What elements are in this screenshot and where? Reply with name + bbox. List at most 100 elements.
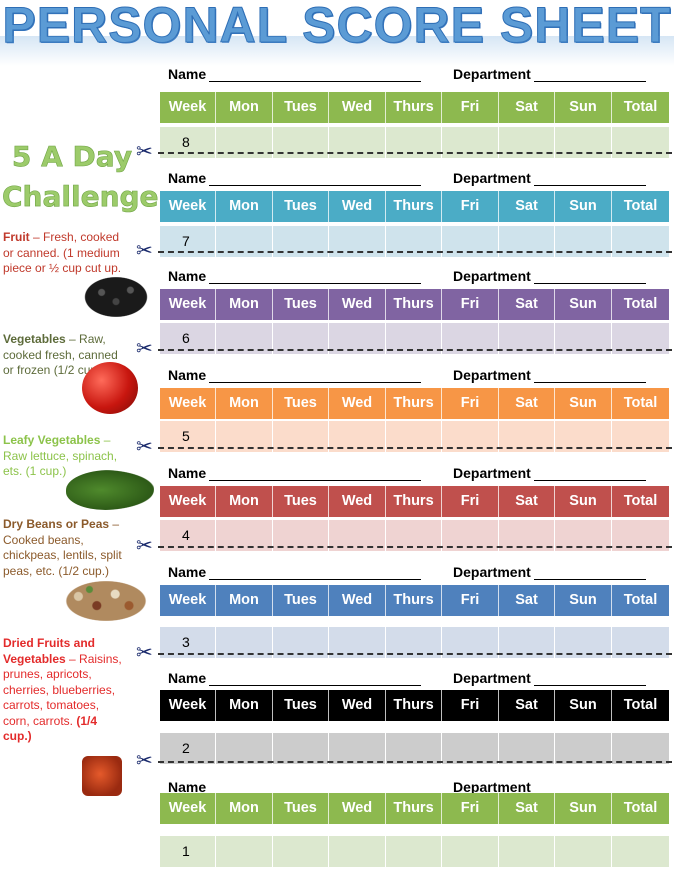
header-cell-total: Total <box>612 388 669 419</box>
score-cell-mon[interactable] <box>216 627 273 658</box>
score-cell-total[interactable] <box>612 421 669 452</box>
name-field[interactable] <box>209 68 422 82</box>
score-cell-fri[interactable] <box>442 323 499 354</box>
score-cell-fri[interactable] <box>442 836 499 867</box>
score-cell-sun[interactable] <box>555 836 612 867</box>
name-field[interactable] <box>209 566 422 580</box>
week-score-row: 4 <box>160 520 669 551</box>
score-cell-wed[interactable] <box>329 627 386 658</box>
score-cell-fri[interactable] <box>442 733 499 764</box>
score-cell-thurs[interactable] <box>386 520 442 551</box>
score-cell-tues[interactable] <box>273 323 329 354</box>
name-department-row: Name Department <box>168 670 668 688</box>
header-cell-sat: Sat <box>499 92 555 123</box>
score-cell-mon[interactable] <box>216 421 273 452</box>
score-cell-fri[interactable] <box>442 421 499 452</box>
score-cell-wed[interactable] <box>329 421 386 452</box>
name-label-text: Name <box>168 465 207 481</box>
scissors-icon: ✂ <box>136 750 153 772</box>
score-cell-total[interactable] <box>612 520 669 551</box>
score-cell-sun[interactable] <box>555 733 612 764</box>
scissors-icon: ✂ <box>136 535 153 557</box>
name-field[interactable] <box>209 270 422 284</box>
score-cell-total[interactable] <box>612 836 669 867</box>
score-cell-mon[interactable] <box>216 323 273 354</box>
header-cell-tues: Tues <box>273 191 329 222</box>
department-label-text: Department <box>453 268 531 284</box>
header-cell-mon: Mon <box>216 793 273 824</box>
department-field[interactable] <box>533 672 646 686</box>
week-header-row: Week Mon Tues Wed Thurs Fri Sat Sun Total <box>160 690 669 721</box>
department-label-text: Department <box>453 66 531 82</box>
score-cell-fri[interactable] <box>442 520 499 551</box>
name-field[interactable] <box>209 172 422 186</box>
name-department-row: Name Department <box>168 268 668 286</box>
header-cell-tues: Tues <box>273 388 329 419</box>
score-cell-thurs[interactable] <box>386 733 442 764</box>
score-cell-tues[interactable] <box>273 520 329 551</box>
score-cell-thurs[interactable] <box>386 421 442 452</box>
department-field[interactable] <box>533 566 646 580</box>
week-header-row: Week Mon Tues Wed Thurs Fri Sat Sun Total <box>160 388 669 419</box>
header-cell-wed: Wed <box>329 388 386 419</box>
score-cell-fri[interactable] <box>442 627 499 658</box>
score-cell-tues[interactable] <box>273 421 329 452</box>
week-score-row: 3 <box>160 627 669 658</box>
score-cell-sat[interactable] <box>499 733 555 764</box>
department-field[interactable] <box>533 369 646 383</box>
header-cell-week: Week <box>160 486 216 517</box>
name-field[interactable] <box>209 467 422 481</box>
score-cell-mon[interactable] <box>216 836 273 867</box>
score-cell-wed[interactable] <box>329 520 386 551</box>
score-cell-tues[interactable] <box>273 836 329 867</box>
score-cell-tues[interactable] <box>273 733 329 764</box>
score-cell-tues[interactable] <box>273 627 329 658</box>
header-cell-fri: Fri <box>442 191 499 222</box>
score-cell-wed[interactable] <box>329 733 386 764</box>
department-field[interactable] <box>533 467 646 481</box>
department-label: Department <box>453 66 646 82</box>
department-label-text: Department <box>453 170 531 186</box>
score-cell-sat[interactable] <box>499 627 555 658</box>
header-cell-thurs: Thurs <box>386 793 442 824</box>
blackberry-image <box>80 274 152 320</box>
score-cell-sun[interactable] <box>555 323 612 354</box>
name-label: Name <box>168 367 422 383</box>
score-cell-mon[interactable] <box>216 520 273 551</box>
score-cell-wed[interactable] <box>329 836 386 867</box>
score-cell-thurs[interactable] <box>386 836 442 867</box>
header-cell-sat: Sat <box>499 690 555 721</box>
dried-tomato-image <box>82 756 122 796</box>
score-cell-sat[interactable] <box>499 836 555 867</box>
header-cell-mon: Mon <box>216 289 273 320</box>
department-label-text: Department <box>453 465 531 481</box>
header-cell-fri: Fri <box>442 690 499 721</box>
header-cell-sun: Sun <box>555 690 612 721</box>
score-cell-sat[interactable] <box>499 520 555 551</box>
score-cell-sun[interactable] <box>555 421 612 452</box>
sidebar-dried: Dried Fruits and Vegetables – Raisins, p… <box>3 636 122 743</box>
score-cell-sat[interactable] <box>499 421 555 452</box>
header-cell-sun: Sun <box>555 289 612 320</box>
score-cell-total[interactable] <box>612 627 669 658</box>
department-field[interactable] <box>533 270 646 284</box>
score-cell-thurs[interactable] <box>386 627 442 658</box>
score-cell-thurs[interactable] <box>386 323 442 354</box>
apple-image <box>82 362 138 414</box>
challenge-line-1: 5 A Day <box>11 140 133 174</box>
score-cell-wed[interactable] <box>329 323 386 354</box>
scissors-icon: ✂ <box>136 240 153 262</box>
department-label: Department <box>453 564 646 580</box>
score-cell-sun[interactable] <box>555 627 612 658</box>
score-cell-sat[interactable] <box>499 323 555 354</box>
header-cell-total: Total <box>612 585 669 616</box>
name-field[interactable] <box>209 672 422 686</box>
department-field[interactable] <box>533 68 646 82</box>
score-cell-total[interactable] <box>612 323 669 354</box>
score-cell-mon[interactable] <box>216 733 273 764</box>
score-cell-sun[interactable] <box>555 520 612 551</box>
department-field[interactable] <box>533 172 646 186</box>
header-cell-total: Total <box>612 793 669 824</box>
name-field[interactable] <box>209 369 422 383</box>
score-cell-total[interactable] <box>612 733 669 764</box>
